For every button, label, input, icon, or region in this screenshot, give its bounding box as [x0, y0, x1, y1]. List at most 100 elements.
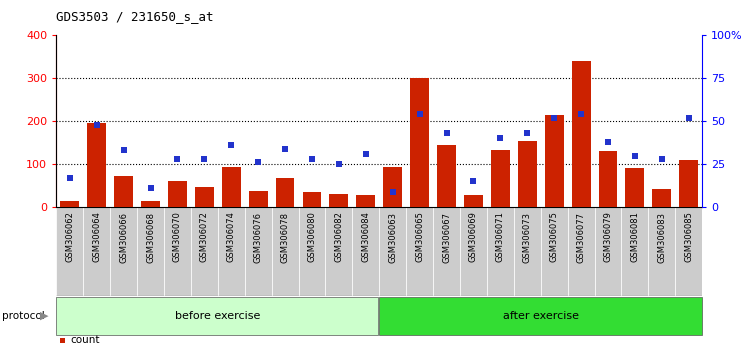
Text: GSM306082: GSM306082 [334, 211, 343, 262]
Point [360, 151, 372, 157]
Text: GSM306064: GSM306064 [92, 211, 101, 262]
Point [548, 115, 560, 121]
Bar [218, 207, 245, 296]
Point [225, 142, 237, 148]
Bar [191, 207, 218, 296]
Text: GSM306071: GSM306071 [496, 211, 505, 262]
Bar [487, 207, 514, 296]
Text: GSM306070: GSM306070 [173, 211, 182, 262]
Text: GSM306083: GSM306083 [657, 211, 666, 263]
Bar [406, 207, 433, 296]
Text: GDS3503 / 231650_s_at: GDS3503 / 231650_s_at [56, 10, 214, 23]
Bar [245, 207, 272, 296]
Point [602, 139, 614, 145]
Text: GSM306080: GSM306080 [307, 211, 316, 262]
Text: GSM306062: GSM306062 [65, 211, 74, 262]
Bar [653, 189, 671, 207]
Bar [222, 167, 240, 207]
Point [279, 146, 291, 152]
Text: after exercise: after exercise [502, 311, 579, 321]
Bar [433, 207, 460, 296]
Point [441, 130, 453, 136]
Bar [60, 201, 79, 207]
Text: GSM306081: GSM306081 [630, 211, 639, 262]
Point [387, 189, 399, 194]
Bar [164, 207, 191, 296]
Text: GSM306066: GSM306066 [119, 211, 128, 263]
Text: GSM306085: GSM306085 [684, 211, 693, 262]
Bar [464, 195, 483, 207]
Bar [568, 207, 595, 296]
Bar [383, 167, 402, 207]
Bar [110, 207, 137, 296]
Bar [83, 207, 110, 296]
Text: GSM306078: GSM306078 [281, 211, 290, 263]
Text: GSM306063: GSM306063 [388, 211, 397, 263]
Point [494, 136, 506, 141]
Bar [622, 207, 648, 296]
Bar [518, 141, 537, 207]
Bar [56, 207, 83, 296]
Bar [595, 207, 622, 296]
Bar [272, 207, 299, 296]
Text: GSM306075: GSM306075 [550, 211, 559, 262]
Point [252, 160, 264, 165]
Point [521, 130, 533, 136]
Bar [379, 207, 406, 296]
Point [575, 112, 587, 117]
Point [467, 178, 479, 184]
Bar [626, 169, 644, 207]
Point [171, 156, 183, 162]
Point [629, 153, 641, 159]
Point [683, 115, 695, 121]
Text: GSM306069: GSM306069 [469, 211, 478, 262]
Bar [168, 181, 187, 207]
Bar [599, 151, 617, 207]
Text: GSM306076: GSM306076 [254, 211, 263, 263]
Text: GSM306077: GSM306077 [577, 211, 586, 263]
Point [91, 122, 103, 127]
Text: count: count [71, 335, 100, 346]
Bar [491, 150, 510, 207]
Point [198, 156, 210, 162]
Point [64, 175, 76, 181]
Text: GSM306067: GSM306067 [442, 211, 451, 263]
Bar [325, 207, 352, 296]
Point [333, 161, 345, 167]
Bar [195, 187, 214, 207]
Bar [137, 207, 164, 296]
Bar [460, 207, 487, 296]
Text: GSM306068: GSM306068 [146, 211, 155, 263]
Bar [572, 61, 590, 207]
Bar [330, 194, 348, 207]
Text: protocol: protocol [2, 311, 45, 321]
Bar [514, 207, 541, 296]
Point [118, 148, 130, 153]
Bar [680, 160, 698, 207]
Bar [541, 207, 568, 296]
Bar [437, 145, 456, 207]
Bar [299, 207, 325, 296]
Bar [249, 191, 267, 207]
Text: before exercise: before exercise [175, 311, 261, 321]
Text: ▶: ▶ [40, 311, 48, 321]
Bar [544, 115, 563, 207]
Bar [648, 207, 675, 296]
Bar [276, 178, 294, 207]
Text: GSM306074: GSM306074 [227, 211, 236, 262]
Bar [141, 201, 160, 207]
Point [414, 112, 426, 117]
Bar [87, 124, 106, 207]
Bar [357, 195, 376, 207]
Text: GSM306079: GSM306079 [604, 211, 613, 262]
Point [656, 156, 668, 162]
Bar [114, 176, 133, 207]
Text: GSM306073: GSM306073 [523, 211, 532, 263]
Text: GSM306072: GSM306072 [200, 211, 209, 262]
Bar [675, 207, 702, 296]
Text: GSM306065: GSM306065 [415, 211, 424, 262]
Point [144, 185, 156, 191]
Point [306, 156, 318, 162]
Text: GSM306084: GSM306084 [361, 211, 370, 262]
Bar [352, 207, 379, 296]
